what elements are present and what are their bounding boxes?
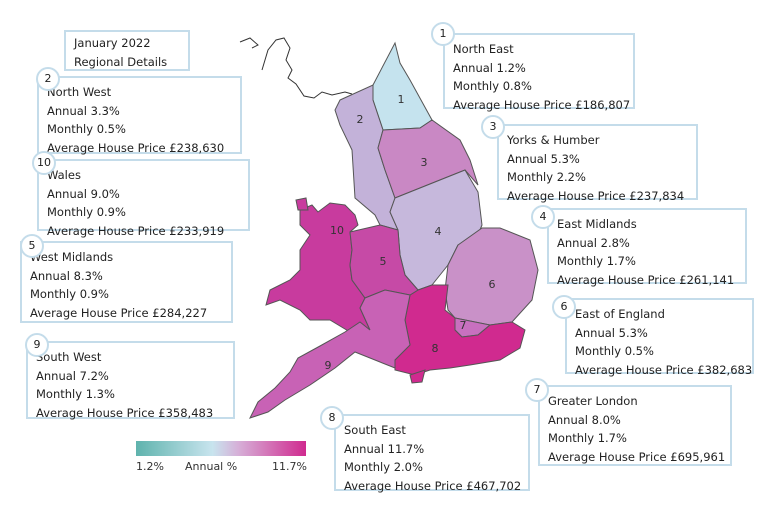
isle-of-wight — [409, 369, 426, 384]
region-monthly: Monthly 0.9% — [30, 287, 109, 301]
region-name: North West — [47, 85, 112, 99]
region-monthly: Monthly 2.0% — [344, 460, 423, 474]
region-name: South East — [344, 423, 406, 437]
region-name: West Midlands — [30, 250, 114, 264]
region-number-badge: 6 — [552, 295, 576, 319]
region-info-box: South East Annual 11.7% Monthly 2.0% Averag… — [334, 414, 530, 493]
region-number-badge: 3 — [481, 115, 505, 139]
region-price: Average House Price £261,141 — [557, 272, 735, 287]
map-label-8: 8 — [432, 342, 439, 355]
region-annual: Annual 8.3% — [30, 268, 103, 283]
map-label-1: 1 — [398, 93, 405, 106]
region-monthly: Monthly 0.5% — [47, 122, 126, 136]
region-price: Average House Price £233,919 — [47, 223, 225, 238]
region-monthly: Monthly 0.9% — [47, 205, 126, 219]
region-info-box: South West Annual 7.2% Monthly 1.3% Average… — [26, 341, 235, 420]
region-monthly: Monthly 1.3% — [36, 387, 115, 401]
region-info-box: Greater London Annual 8.0% Monthly 1.7% Ave… — [538, 385, 732, 466]
region-annual: Annual 7.2% — [36, 368, 109, 383]
region-name: Wales — [47, 168, 81, 182]
legend-max: 11.7% — [272, 460, 307, 473]
map-label-7: 7 — [460, 319, 467, 332]
region-number-badge: 8 — [320, 406, 344, 430]
region-name: North East — [453, 42, 514, 56]
legend-color-bar — [136, 441, 306, 456]
region-monthly: Monthly 1.7% — [548, 431, 627, 445]
region-monthly: Monthly 0.8% — [453, 79, 532, 93]
region-name: Greater London — [548, 394, 638, 408]
title-date: January 2022 — [74, 36, 151, 50]
map-label-10: 10 — [330, 224, 344, 237]
region-number-badge: 4 — [531, 205, 555, 229]
region-price: Average House Price £237,834 — [507, 188, 685, 203]
region-price: Average House Price £284,227 — [30, 305, 208, 320]
map-label-3: 3 — [421, 156, 428, 169]
map-label-4: 4 — [435, 225, 442, 238]
region-number-badge: 2 — [36, 67, 60, 91]
region-price: Average House Price £186,807 — [453, 97, 631, 112]
map-label-6: 6 — [489, 278, 496, 291]
region-annual: Annual 2.8% — [557, 235, 630, 250]
region-price: Average House Price £358,483 — [36, 405, 214, 420]
map-label-9: 9 — [325, 359, 332, 372]
region-monthly: Monthly 2.2% — [507, 170, 586, 184]
region-number-badge: 9 — [25, 333, 49, 357]
region-number-badge: 1 — [431, 22, 455, 46]
region-annual: Annual 8.0% — [548, 412, 621, 427]
region-info-box: East of England Annual 5.3% Monthly 0.5% Av… — [565, 298, 754, 377]
region-name: East Midlands — [557, 217, 637, 231]
map-label-2: 2 — [357, 113, 364, 126]
region-price: Average House Price £382,683 — [575, 362, 753, 377]
region-info-box: North East Annual 1.2% Monthly 0.8% Average… — [443, 33, 635, 112]
region-name: East of England — [575, 307, 665, 321]
scotland-outline — [239, 37, 353, 99]
region-annual: Annual 3.3% — [47, 103, 120, 118]
region-annual: Annual 11.7% — [344, 441, 425, 456]
region-name: South West — [36, 350, 102, 364]
region-monthly: Monthly 1.7% — [557, 254, 636, 268]
region-info-box: West Midlands Annual 8.3% Monthly 0.9% Aver… — [20, 241, 233, 323]
region-name: Yorks & Humber — [507, 133, 600, 147]
region-info-box: East Midlands Annual 2.8% Monthly 1.7% Aver… — [547, 208, 747, 287]
region-9-south-west[interactable] — [249, 289, 411, 419]
legend-label: Annual % — [185, 460, 238, 473]
region-annual: Annual 5.3% — [575, 325, 648, 340]
region-annual: Annual 9.0% — [47, 186, 120, 201]
title-box: January 2022 Regional Details — [64, 30, 190, 71]
region-1-north-east[interactable] — [372, 41, 433, 131]
region-info-box: Yorks & Humber Annual 5.3% Monthly 2.2% Ave… — [497, 124, 698, 203]
map-label-5: 5 — [380, 255, 387, 268]
legend-min: 1.2% — [136, 460, 164, 473]
region-price: Average House Price £238,630 — [47, 140, 225, 155]
region-info-box: North West Annual 3.3% Monthly 0.5% Average… — [37, 76, 242, 155]
region-price: Average House Price £467,702 — [344, 478, 522, 493]
region-number-badge: 10 — [32, 151, 56, 175]
anglesey — [295, 197, 309, 211]
region-number-badge: 7 — [525, 378, 549, 402]
region-annual: Annual 1.2% — [453, 60, 526, 75]
region-info-box: Wales Annual 9.0% Monthly 0.9% Average Hous… — [37, 159, 250, 238]
title-subtitle: Regional Details — [74, 54, 168, 69]
region-monthly: Monthly 0.5% — [575, 344, 654, 358]
region-price: Average House Price £695,961 — [548, 449, 726, 464]
region-annual: Annual 5.3% — [507, 151, 580, 166]
region-number-badge: 5 — [20, 234, 44, 258]
